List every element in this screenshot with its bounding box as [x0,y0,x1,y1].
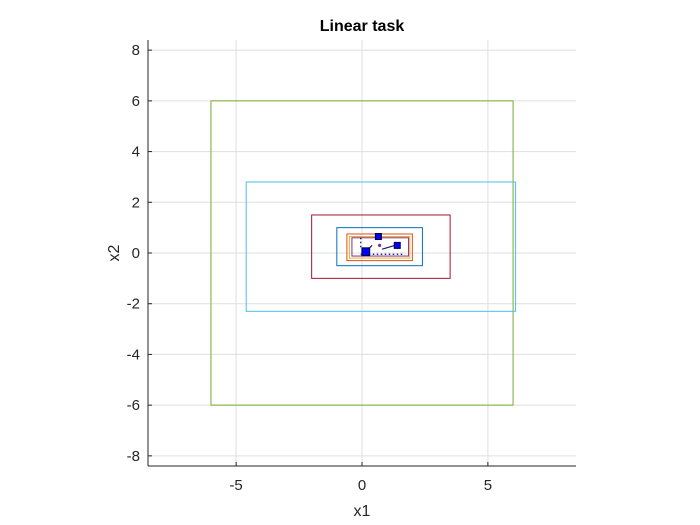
x-axis-label: x1 [354,503,371,520]
x-tick-label: -5 [229,477,242,494]
x-tick-label: 5 [484,477,492,494]
y-tick-label: -4 [127,346,140,363]
y-tick-label: 6 [132,93,140,110]
plot-area: -5 0 5 -8 -6 -4 -2 0 2 4 6 8 x1 x2 Linear task [106,18,576,520]
y-tick-label: 4 [132,144,140,161]
square-marker [393,241,401,249]
x-tick-label: 0 [358,477,366,494]
y-tick-label: -6 [127,397,140,414]
y-tick-label: 0 [132,245,140,262]
square-marker [374,233,382,241]
region-rectangle [245,181,517,312]
small-point [378,243,382,247]
rectangles [210,100,517,406]
y-tick-label: -2 [127,296,140,313]
region-rectangle [311,214,451,279]
y-tick-label: -8 [127,448,140,465]
chart-title: Linear task [320,18,405,35]
y-axis-label: x2 [106,244,123,261]
region-rectangle [210,100,514,406]
y-tick-label: 8 [132,42,140,59]
y-tick-label: 2 [132,194,140,211]
trajectory-segment [381,244,395,250]
region-rectangle [336,227,423,267]
square-marker [361,247,371,257]
